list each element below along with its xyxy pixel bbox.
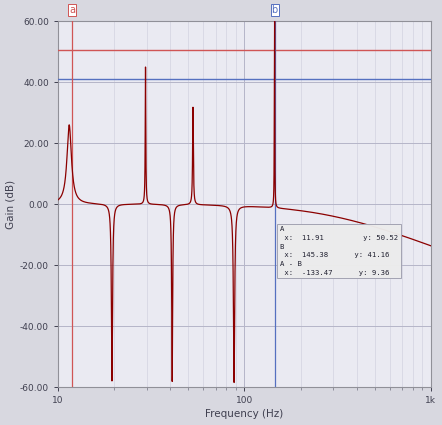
- X-axis label: Frequency (Hz): Frequency (Hz): [205, 409, 283, 419]
- Text: A
 x:  11.91         y: 50.52
B
 x:  145.38      y: 41.16
A - B
 x:  -133.47    : A x: 11.91 y: 50.52 B x: 145.38 y: 41.16…: [280, 226, 398, 276]
- Text: b: b: [271, 5, 278, 15]
- Y-axis label: Gain (dB): Gain (dB): [6, 180, 15, 229]
- Text: a: a: [69, 5, 75, 15]
